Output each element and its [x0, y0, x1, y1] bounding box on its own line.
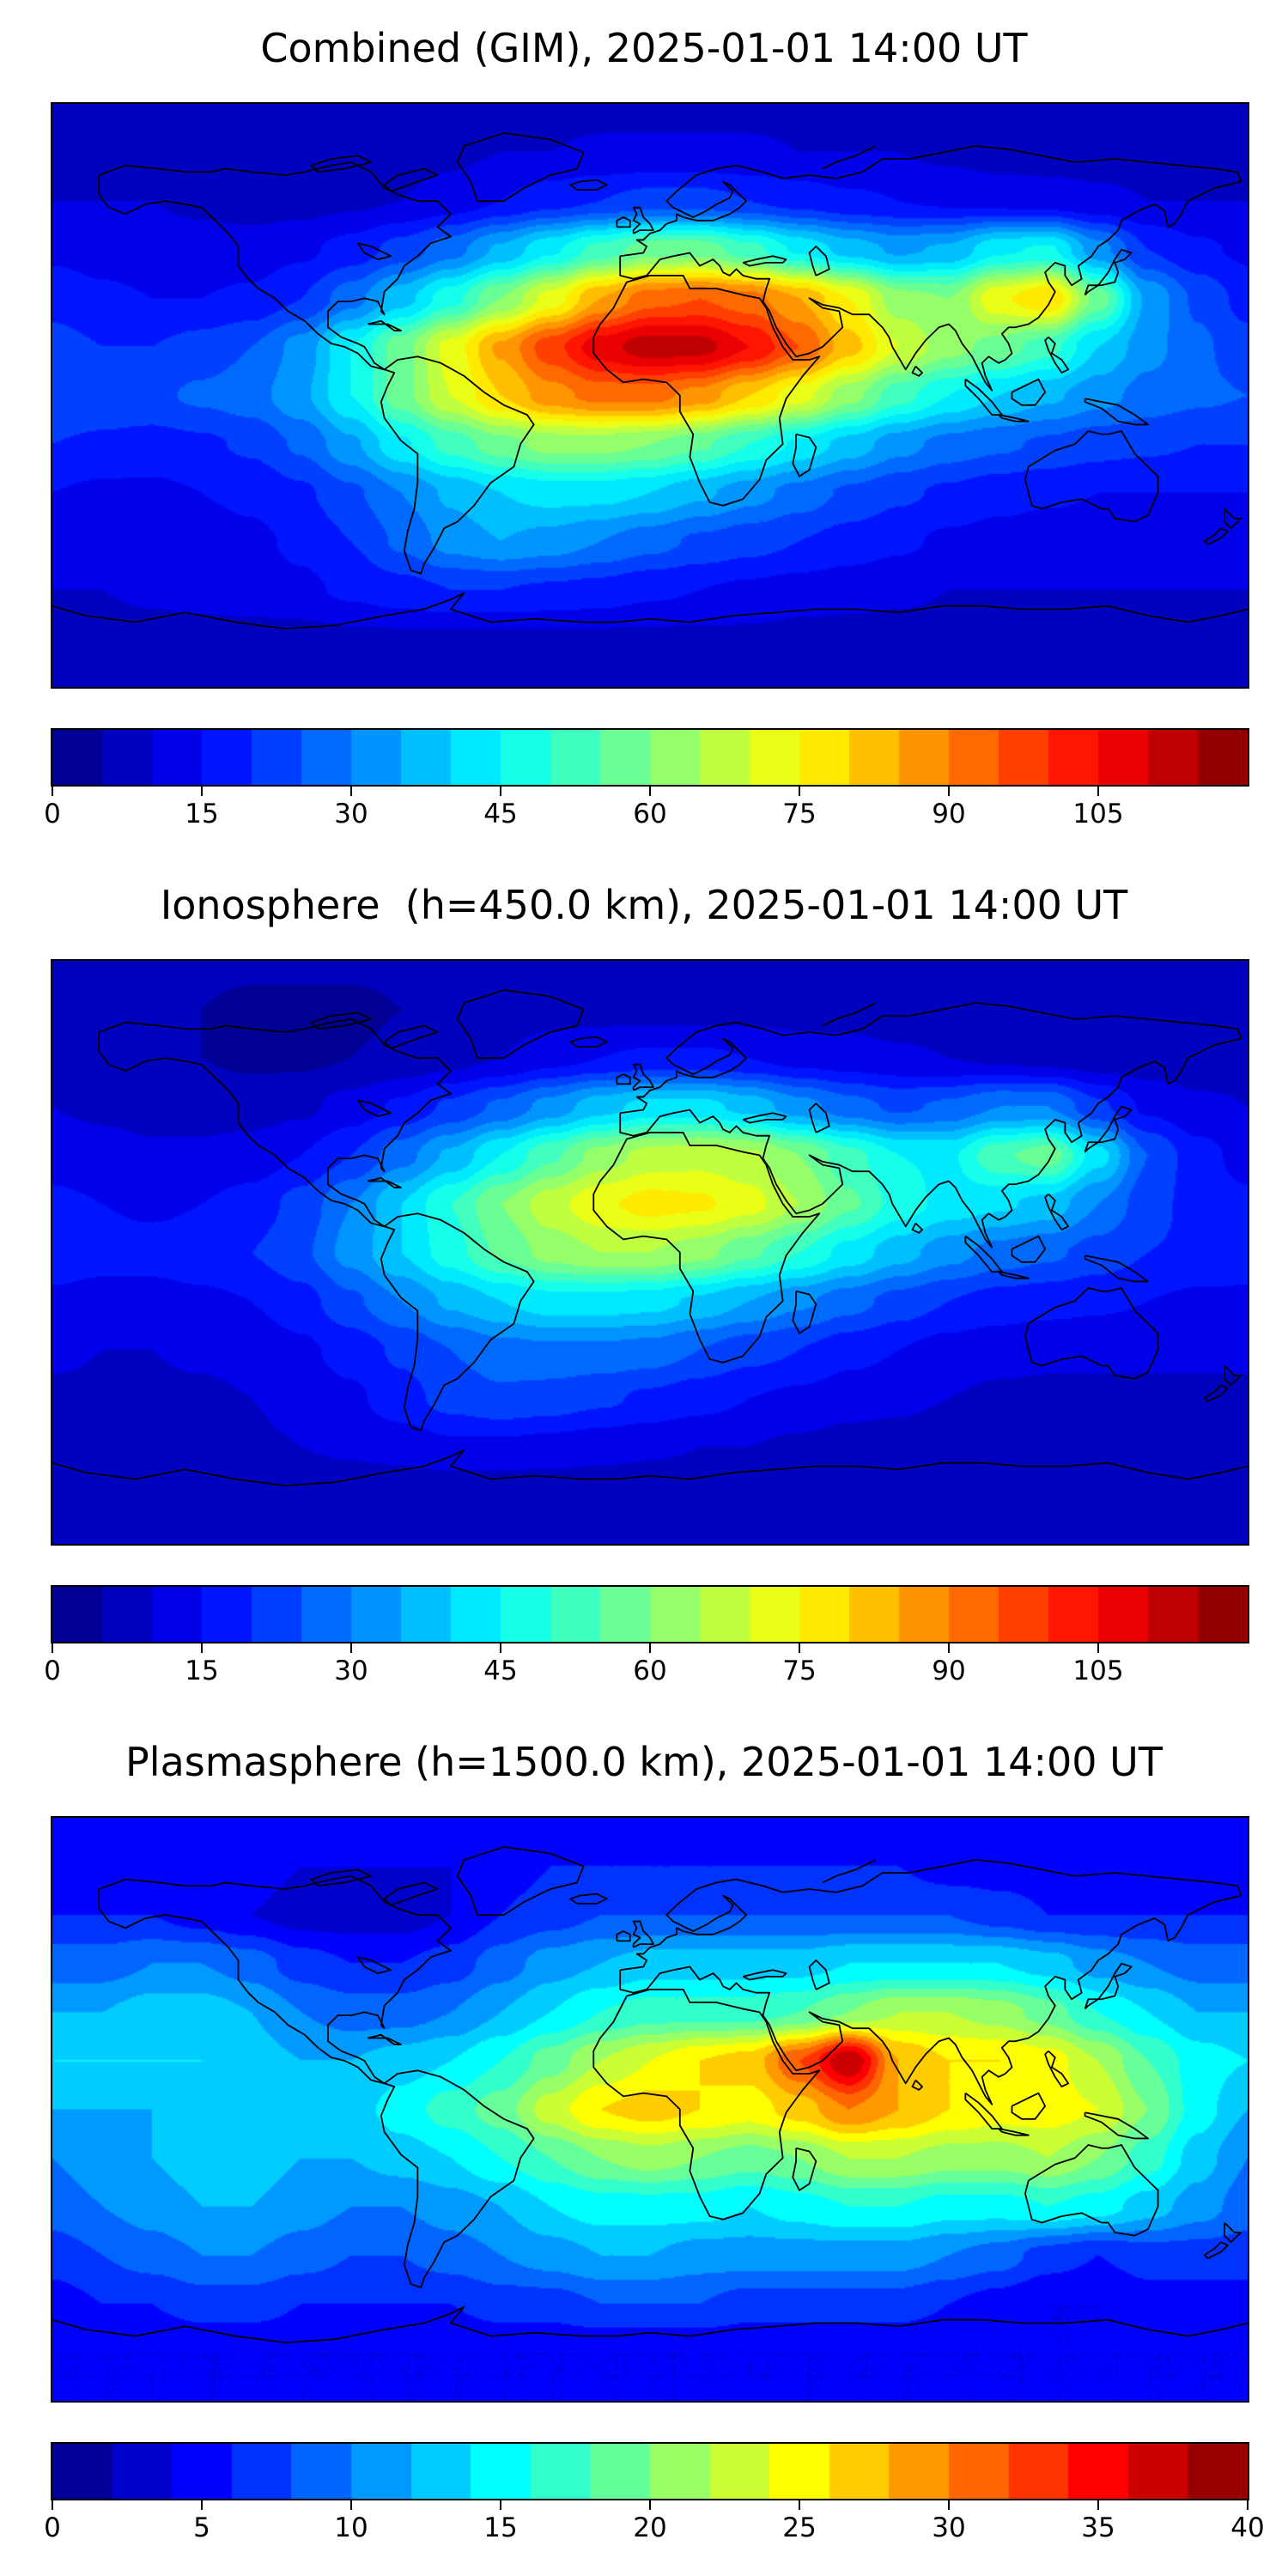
colorbar-tick-mark: [799, 1643, 800, 1653]
tec-heatmap-canvas-ionosphere: [52, 960, 1248, 1544]
colorbar-tick-label: 30: [932, 2512, 966, 2543]
colorbar-tick-mark: [52, 786, 53, 796]
coastlines-overlay: [52, 1818, 1248, 2401]
colorbar-tick-label: 5: [193, 2512, 210, 2543]
colorbar-tick-mark: [948, 786, 950, 796]
colorbar-tick-mark: [500, 786, 501, 796]
colorbar-tick-label: 75: [782, 798, 817, 829]
colorbar-tick-label: 90: [932, 798, 966, 829]
colorbar-tick-mark: [52, 2500, 53, 2510]
colorbar-tick-label: 75: [782, 1655, 817, 1686]
colorbar-tick-label: 60: [633, 1655, 667, 1686]
colorbar-tick-mark: [201, 786, 203, 796]
colorbar-tick-label: 15: [185, 1655, 219, 1686]
colorbar-plasmasphere: [51, 2441, 1249, 2500]
colorbar-canvas-combined: [52, 729, 1248, 785]
colorbar-ticks-combined: 0 15 30 45 60 75 90 105: [44, 786, 1248, 833]
colorbar-tick-mark: [201, 2500, 203, 2510]
colorbar-tick-mark: [52, 1643, 53, 1653]
colorbar-ticks-plasmasphere: 0 5 10 15 20 25 30 35 40: [44, 2500, 1265, 2547]
colorbar-tick-mark: [350, 2500, 352, 2510]
colorbar-tick-mark: [649, 2500, 651, 2510]
colorbar-tick-mark: [350, 786, 352, 796]
tec-heatmap-canvas-combined: [52, 103, 1248, 687]
colorbar-tick-mark: [649, 1643, 651, 1653]
colorbar-tick-mark: [350, 1643, 352, 1653]
colorbar-tick-label: 15: [185, 798, 219, 829]
colorbar-canvas-plasmasphere: [52, 2443, 1248, 2499]
colorbar-tick-label: 105: [1072, 1655, 1124, 1686]
panel-ionosphere: Ionosphere (h=450.0 km), 2025-01-01 14:0…: [0, 881, 1288, 1690]
colorbar-combined: [51, 727, 1249, 787]
panel-title-ionosphere: Ionosphere (h=450.0 km), 2025-01-01 14:0…: [160, 881, 1128, 928]
colorbar-tick-label: 105: [1072, 798, 1124, 829]
colorbar-tick-label: 45: [483, 798, 518, 829]
colorbar-tick-mark: [500, 1643, 501, 1653]
colorbar-tick-label: 35: [1081, 2512, 1115, 2543]
colorbar-tick-label: 40: [1230, 2512, 1265, 2543]
colorbar-tick-mark: [1097, 2500, 1099, 2510]
colorbar-tick-label: 0: [44, 1655, 61, 1686]
colorbar-tick-label: 10: [334, 2512, 368, 2543]
tec-heatmap-canvas-plasmasphere: [52, 1817, 1248, 2401]
colorbar-ticks-ionosphere: 0 15 30 45 60 75 90 105: [44, 1643, 1248, 1690]
colorbar-tick-label: 90: [932, 1655, 966, 1686]
colorbar-tick-label: 30: [334, 798, 368, 829]
tec-map-combined: [51, 101, 1249, 689]
coastlines-overlay: [52, 961, 1248, 1544]
colorbar-tick-mark: [799, 786, 800, 796]
tec-map-plasmasphere: [51, 1815, 1249, 2403]
colorbar-tick-label: 15: [483, 2512, 518, 2543]
colorbar-tick-label: 60: [633, 798, 667, 829]
colorbar-tick-mark: [500, 2500, 501, 2510]
colorbar-tick-label: 30: [334, 1655, 368, 1686]
colorbar-tick-label: 25: [782, 2512, 817, 2543]
panel-plasmasphere: Plasmasphere (h=1500.0 km), 2025-01-01 1…: [0, 1738, 1288, 2547]
panel-title-plasmasphere: Plasmasphere (h=1500.0 km), 2025-01-01 1…: [125, 1738, 1163, 1785]
panel-title-combined: Combined (GIM), 2025-01-01 14:00 UT: [260, 25, 1028, 71]
colorbar-tick-mark: [948, 2500, 950, 2510]
colorbar-tick-label: 0: [44, 2512, 61, 2543]
tec-map-ionosphere: [51, 958, 1249, 1546]
colorbar-tick-mark: [649, 786, 651, 796]
colorbar-tick-mark: [1097, 1643, 1099, 1653]
colorbar-tick-mark: [1097, 786, 1099, 796]
colorbar-tick-mark: [799, 2500, 800, 2510]
coastlines-overlay: [52, 104, 1248, 687]
colorbar-tick-mark: [948, 1643, 950, 1653]
colorbar-tick-label: 45: [483, 1655, 518, 1686]
colorbar-tick-label: 20: [633, 2512, 667, 2543]
colorbar-tick-mark: [201, 1643, 203, 1653]
colorbar-ionosphere: [51, 1584, 1249, 1643]
panel-combined-gim: Combined (GIM), 2025-01-01 14:00 UT 0 15 3…: [0, 26, 1288, 833]
colorbar-canvas-ionosphere: [52, 1586, 1248, 1642]
colorbar-tick-label: 0: [44, 798, 61, 829]
colorbar-tick-mark: [1247, 2500, 1249, 2510]
